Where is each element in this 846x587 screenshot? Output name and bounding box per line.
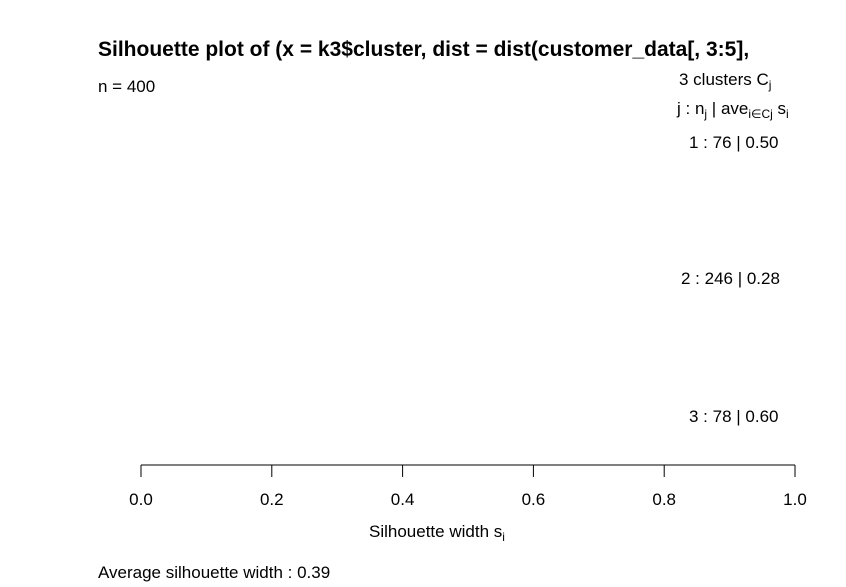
x-tick-label-4: 0.8 — [652, 490, 677, 509]
x-axis-label: Silhouette width si — [369, 522, 505, 544]
chart-title: Silhouette plot of (x = k3$cluster, dist… — [98, 38, 750, 61]
cluster-2-summary: 2 : 246 | 0.28 — [681, 269, 780, 288]
columns-header: j : nj | avei∈Cj si — [677, 99, 789, 121]
sample-size-label: n = 400 — [98, 77, 156, 96]
x-tick-label-5: 1.0 — [783, 490, 807, 509]
clusters-header-sub: j — [768, 78, 772, 92]
x-axis-label-sub: i — [502, 530, 505, 544]
cluster-1-summary: 1 : 76 | 0.50 — [689, 133, 779, 152]
clusters-header-text: 3 clusters C — [679, 70, 769, 89]
columns-header-j-sub: j — [704, 107, 708, 121]
columns-header-ave: | ave — [707, 99, 749, 118]
x-tick-label-3: 0.6 — [521, 490, 546, 509]
columns-header-s: s — [772, 99, 787, 118]
columns-header-j: j : n — [677, 99, 705, 118]
x-tick-label-2: 0.4 — [390, 490, 415, 509]
x-tick-label-1: 0.2 — [259, 490, 284, 509]
average-silhouette-width: Average silhouette width : 0.39 — [98, 563, 331, 582]
x-tick-label-0: 0.0 — [129, 490, 153, 509]
clusters-header: 3 clusters Cj — [679, 70, 772, 92]
columns-header-s-sub: i — [786, 107, 789, 121]
cluster-3-summary: 3 : 78 | 0.60 — [689, 407, 779, 426]
columns-header-ave-sub: i∈Cj — [748, 107, 773, 121]
x-axis-label-text: Silhouette width s — [369, 522, 503, 541]
